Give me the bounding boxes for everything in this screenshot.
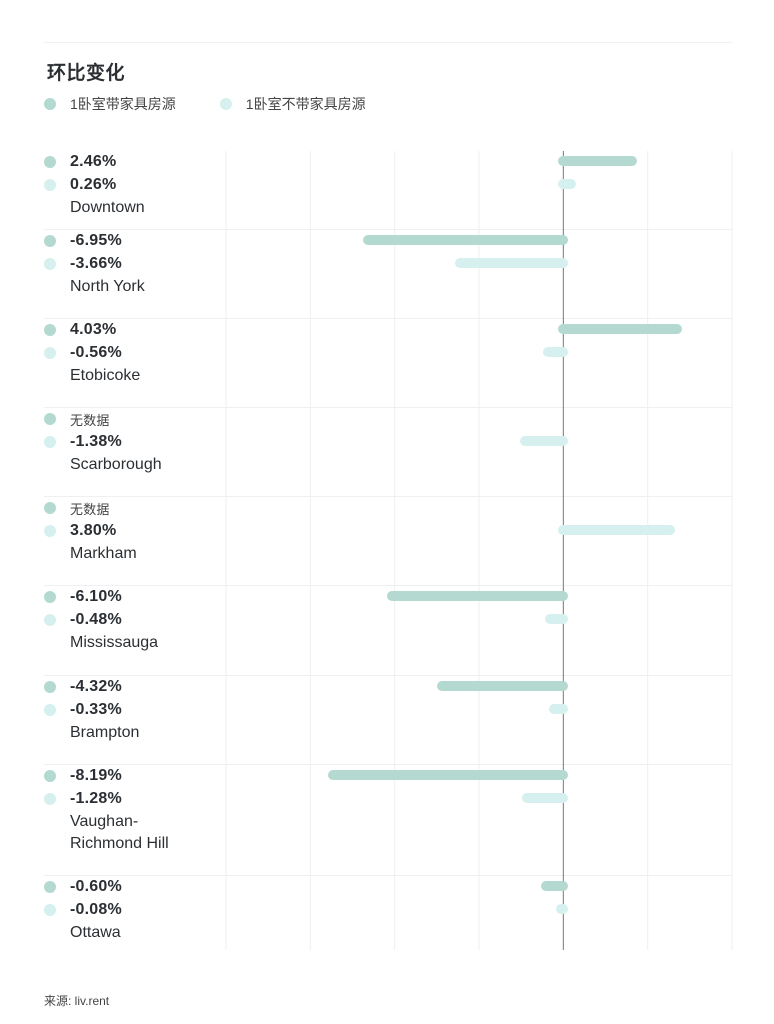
bar-unfurnished: [556, 904, 569, 914]
series-dot-light-icon: [44, 525, 56, 537]
chart-title: 环比变化: [47, 63, 126, 84]
legend-item-furnished: 1卧室带家具房源: [44, 94, 176, 114]
region-name: Brampton: [70, 724, 140, 741]
series-dot-dark-icon: [44, 770, 56, 782]
region-name: Mississauga: [70, 634, 159, 651]
legend-dot-dark-icon: [44, 98, 56, 110]
value-furnished-line: -4.32%: [44, 676, 122, 698]
value-furnished-line: -0.60%: [44, 876, 122, 898]
value-unfurnished-line: 3.80%: [44, 520, 116, 542]
value-furnished-label: 无数据: [70, 412, 110, 428]
value-unfurnished-line: -3.66%: [44, 253, 122, 275]
value-furnished-line: 无数据: [44, 497, 110, 519]
region-name: Scarborough: [70, 456, 162, 473]
series-dot-dark-icon: [44, 156, 56, 168]
value-furnished-label: 无数据: [70, 501, 110, 517]
region-name: North York: [70, 278, 145, 295]
series-dot-dark-icon: [44, 591, 56, 603]
bar-furnished: [386, 591, 569, 601]
bar-unfurnished: [519, 436, 569, 446]
value-furnished-line: -6.10%: [44, 586, 122, 608]
region-name: Vaughan- Richmond Hill: [70, 813, 169, 852]
value-furnished-line: -6.95%: [44, 230, 122, 252]
series-dot-dark-icon: [44, 881, 56, 893]
bar-furnished: [558, 324, 682, 334]
value-furnished-label: -6.10%: [70, 588, 122, 605]
bar-furnished: [328, 770, 569, 780]
bar-unfurnished: [544, 614, 569, 624]
legend-dot-light-icon: [219, 98, 232, 110]
legend: 1卧室带家具房源 1卧室不带家具房源: [44, 94, 410, 114]
value-furnished-label: -8.19%: [70, 767, 122, 784]
region-name: Downtown: [70, 199, 145, 216]
value-unfurnished-line: 0.26%: [44, 174, 116, 196]
value-unfurnished-label: -0.08%: [70, 901, 122, 918]
series-dot-dark-icon: [44, 502, 56, 514]
bar-unfurnished: [455, 258, 569, 268]
value-unfurnished-label: -1.38%: [70, 433, 122, 450]
series-dot-light-icon: [44, 258, 56, 270]
value-unfurnished-line: -0.08%: [44, 899, 122, 921]
value-unfurnished-label: 0.26%: [70, 176, 117, 193]
value-unfurnished-label: -0.33%: [70, 701, 122, 718]
value-unfurnished-label: -3.66%: [70, 255, 122, 272]
legend-item-unfurnished: 1卧室不带家具房源: [219, 94, 366, 114]
series-dot-dark-icon: [44, 235, 56, 247]
bar-furnished: [362, 235, 569, 245]
legend-label-unfurnished: 1卧室不带家具房源: [245, 96, 366, 112]
region-name: Markham: [70, 545, 137, 562]
bar-furnished: [541, 881, 569, 891]
legend-label-furnished: 1卧室带家具房源: [70, 96, 176, 112]
value-furnished-line: 4.03%: [44, 319, 116, 341]
value-furnished-label: -0.60%: [70, 878, 122, 895]
value-unfurnished-line: -1.38%: [44, 431, 122, 453]
series-dot-light-icon: [44, 793, 56, 805]
series-dot-light-icon: [44, 436, 56, 448]
value-furnished-line: 2.46%: [44, 151, 116, 173]
value-unfurnished-label: 3.80%: [70, 522, 117, 539]
region-name: Etobicoke: [70, 367, 141, 384]
value-unfurnished-label: -0.56%: [70, 344, 122, 361]
bar-unfurnished: [542, 347, 569, 357]
value-furnished-label: -4.32%: [70, 678, 122, 695]
value-furnished-label: -6.95%: [70, 232, 122, 249]
series-dot-light-icon: [44, 904, 56, 916]
series-dot-light-icon: [44, 347, 56, 359]
series-dot-dark-icon: [44, 324, 56, 336]
series-dot-dark-icon: [44, 681, 56, 693]
bar-unfurnished: [549, 704, 569, 714]
value-furnished-label: 4.03%: [70, 321, 117, 338]
bar-unfurnished: [522, 793, 569, 803]
series-dot-light-icon: [44, 704, 56, 716]
value-unfurnished-line: -1.28%: [44, 788, 122, 810]
value-furnished-line: 无数据: [44, 408, 110, 430]
value-unfurnished-line: -0.33%: [44, 699, 122, 721]
region-name: Ottawa: [70, 924, 121, 941]
top-divider: [44, 42, 732, 43]
series-dot-dark-icon: [44, 413, 56, 425]
series-dot-light-icon: [44, 614, 56, 626]
value-unfurnished-label: -0.48%: [70, 611, 122, 628]
value-unfurnished-line: -0.56%: [44, 342, 122, 364]
bar-furnished: [558, 156, 638, 166]
series-dot-light-icon: [44, 179, 56, 191]
source-note: 来源: liv.rent: [44, 994, 110, 1008]
value-furnished-label: 2.46%: [70, 153, 117, 170]
bar-unfurnished: [558, 525, 676, 535]
bar-unfurnished: [558, 179, 576, 189]
bar-furnished: [436, 681, 569, 691]
value-unfurnished-line: -0.48%: [44, 609, 122, 631]
value-unfurnished-label: -1.28%: [70, 790, 122, 807]
value-furnished-line: -8.19%: [44, 765, 122, 787]
